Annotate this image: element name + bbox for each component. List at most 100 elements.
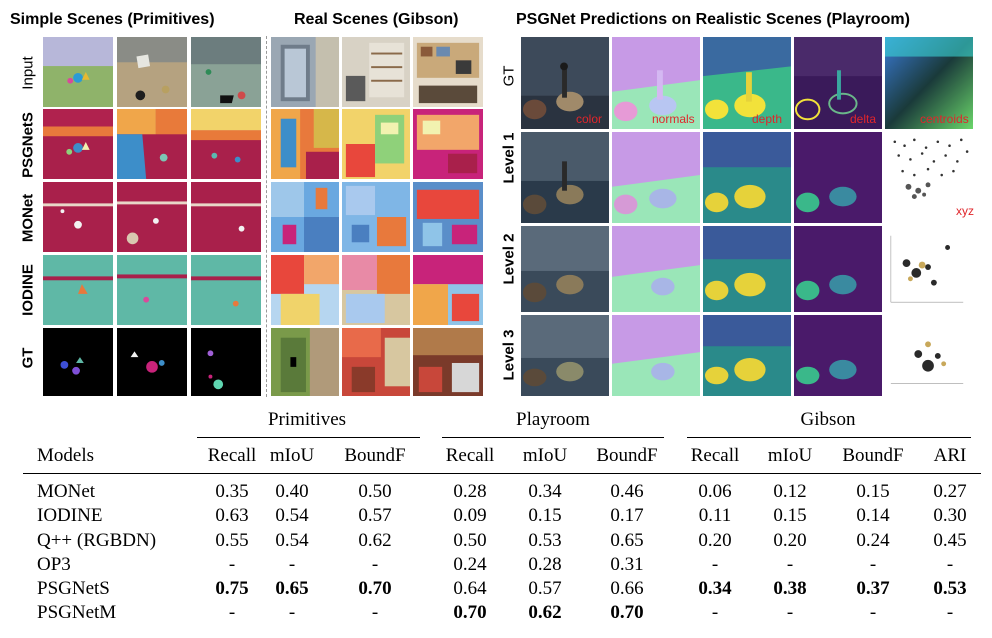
table-cell: 0.20 (698, 530, 732, 551)
table-header-rule (23, 473, 981, 474)
table-cell: 0.15 (856, 481, 890, 502)
gibson-iodine-segmentation (270, 254, 340, 326)
caption-xyz: xyz (956, 204, 974, 218)
table-cell: - (946, 602, 954, 623)
column-header-miou: mIoU (522, 445, 568, 466)
primitives-monet-segmentation (116, 181, 188, 253)
playroom-level-3-color (520, 314, 610, 397)
section-title-simple-scenes: Simple Scenes (Primitives) (10, 11, 215, 28)
table-cell: 0.34 (528, 481, 562, 502)
table-cell: 0.65 (610, 530, 644, 551)
primitives-psgnets-segmentation (42, 108, 114, 180)
primitives-monet-segmentation (190, 181, 262, 253)
table-cell: 0.64 (453, 578, 487, 599)
gibson-iodine-segmentation (412, 254, 484, 326)
column-header-models: Models (37, 445, 94, 466)
playroom-level-1-color (520, 131, 610, 224)
group-header-gibson: Gibson (800, 409, 856, 430)
primitives-psgnets-segmentation (190, 108, 262, 180)
primitives-input-image (42, 36, 114, 108)
table-cell: 0.54 (275, 505, 309, 526)
gibson-ground-truth (412, 327, 484, 397)
column-header-boundf: BoundF (344, 445, 406, 466)
playroom-level-2-delta (793, 225, 883, 313)
table-cell: 0.34 (698, 578, 732, 599)
table-cell: 0.30 (933, 505, 967, 526)
row-label-psgnets: PSGNetS (19, 112, 37, 178)
table-cell: - (869, 602, 877, 623)
section-divider (266, 36, 267, 397)
gibson-input-image (341, 36, 411, 108)
table-cell: - (288, 602, 296, 623)
group-rule-playroom (442, 437, 664, 438)
table-cell: 0.14 (856, 505, 890, 526)
table-cell: - (946, 554, 954, 575)
table-cell: 0.20 (773, 530, 807, 551)
playroom-level-2-depth (702, 225, 792, 313)
group-rule-primitives (197, 437, 420, 438)
primitives-iodine-segmentation (116, 254, 188, 326)
column-header-recall: Recall (207, 445, 257, 466)
playroom-gt-normals (611, 36, 701, 130)
table-cell: 0.50 (358, 481, 392, 502)
section-title-psgnet-predictions: PSGNet Predictions on Realistic Scenes (… (516, 11, 910, 28)
primitives-monet-segmentation (42, 181, 114, 253)
table-cell: 0.53 (528, 530, 562, 551)
table-cell: - (711, 554, 719, 575)
column-header-recall: Recall (690, 445, 740, 466)
table-cell: 0.31 (610, 554, 644, 575)
table-cell: - (711, 602, 719, 623)
caption-centroids: centroids (920, 112, 969, 126)
row-label-level-1: Level 1 (500, 132, 518, 184)
row-label-level-3: Level 3 (500, 329, 518, 381)
column-header-boundf: BoundF (842, 445, 904, 466)
table-cell: 0.70 (358, 578, 392, 599)
table-cell: 0.45 (933, 530, 967, 551)
row-label-monet: MONet (19, 193, 37, 243)
playroom-gt-delta (793, 36, 883, 130)
table-cell: 0.27 (933, 481, 967, 502)
table-cell: 0.66 (610, 578, 644, 599)
caption-normals: normals (652, 112, 695, 126)
playroom-level-1-xyz (884, 131, 974, 224)
playroom-level-1-delta (793, 131, 883, 224)
table-cell: 0.70 (453, 602, 487, 623)
primitives-input-image (190, 36, 262, 108)
table-cell: 0.75 (215, 578, 249, 599)
gibson-psgnets-segmentation (270, 108, 340, 180)
column-header-miou: mIoU (269, 445, 315, 466)
table-cell: 0.35 (215, 481, 249, 502)
column-header-ari: ARI (933, 445, 967, 466)
playroom-gt-depth (702, 36, 792, 130)
playroom-level-2-color (520, 225, 610, 313)
model-name: PSGNetS (37, 578, 110, 599)
table-cell: - (288, 554, 296, 575)
model-name: Q++ (RGBDN) (37, 530, 157, 551)
table-cell: 0.57 (528, 578, 562, 599)
column-header-boundf: BoundF (596, 445, 658, 466)
caption-color: color (576, 112, 603, 126)
section-title-real-scenes: Real Scenes (Gibson) (294, 11, 459, 28)
table-cell: 0.65 (275, 578, 309, 599)
table-cell: - (786, 554, 794, 575)
playroom-level-3-delta (793, 314, 883, 397)
playroom-level-3-xyz (884, 314, 974, 397)
model-name: OP3 (37, 554, 71, 575)
playroom-level-2-xyz (884, 225, 974, 313)
table-cell: 0.40 (275, 481, 309, 502)
gibson-psgnets-segmentation (412, 108, 484, 180)
table-cell: 0.37 (856, 578, 890, 599)
gibson-ground-truth (270, 327, 340, 397)
gibson-iodine-segmentation (341, 254, 411, 326)
gibson-monet-segmentation (341, 181, 411, 253)
table-cell: - (869, 554, 877, 575)
primitives-input-image (116, 36, 188, 108)
table-cell: 0.54 (275, 530, 309, 551)
table-cell: - (228, 554, 236, 575)
playroom-level-2-normals (611, 225, 701, 313)
row-label-gt-left: GT (19, 347, 37, 369)
table-cell: 0.57 (358, 505, 392, 526)
table-cell: - (371, 554, 379, 575)
table-cell: 0.53 (933, 578, 967, 599)
table-cell: 0.55 (215, 530, 249, 551)
